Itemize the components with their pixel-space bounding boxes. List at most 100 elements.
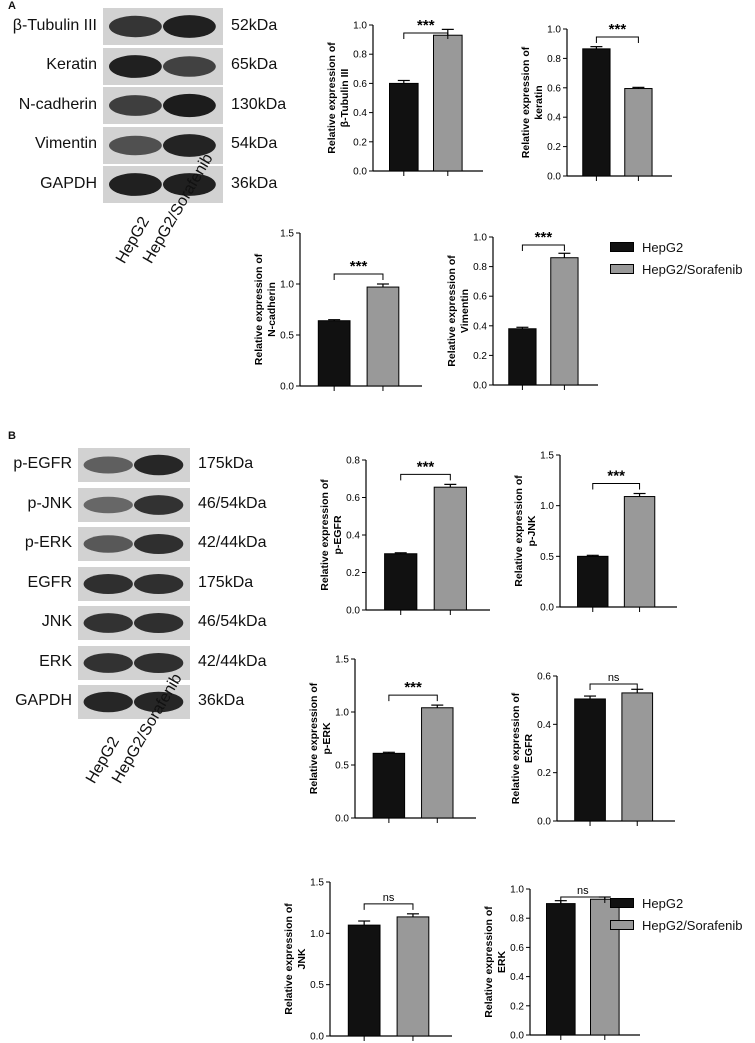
significance-bracket bbox=[400, 473, 451, 481]
y-tick-label: 0.5 bbox=[310, 980, 324, 991]
blot-strip bbox=[103, 8, 223, 45]
blot-protein-label: p-EGFR bbox=[13, 455, 72, 472]
y-tick-label: 0.0 bbox=[353, 167, 367, 178]
blot-band bbox=[134, 652, 184, 673]
blot-band bbox=[134, 533, 184, 555]
legend-swatch-hepg2 bbox=[610, 898, 634, 908]
significance-bracket bbox=[592, 483, 641, 490]
y-axis-label: Relative expression ofp-JNK bbox=[513, 475, 538, 587]
y-tick-label: 0.6 bbox=[473, 292, 487, 303]
y-tick-label: 1.0 bbox=[310, 929, 324, 940]
y-tick-label: 1.0 bbox=[547, 25, 561, 36]
y-tick-label: 0.2 bbox=[346, 568, 360, 579]
y-tick-label: 0.0 bbox=[540, 603, 554, 614]
blot-strip bbox=[103, 166, 223, 203]
bar-chart: 0.0 0.5 1.0 1.5 Relative expression ofN-cadh… bbox=[253, 229, 422, 393]
bar-hepg2 bbox=[389, 82, 419, 172]
bar-sorafenib bbox=[433, 34, 463, 172]
blot-band bbox=[109, 15, 162, 38]
y-tick-label: 0.0 bbox=[310, 1032, 324, 1043]
y-tick-label: 0.4 bbox=[346, 531, 360, 542]
blot-band bbox=[83, 535, 133, 553]
y-tick-label: 0.6 bbox=[547, 83, 561, 94]
bar-hepg2 bbox=[577, 555, 609, 608]
blot-band bbox=[83, 652, 133, 673]
blot-band bbox=[134, 494, 184, 515]
blot-protein-label: p-JNK bbox=[27, 494, 72, 512]
y-tick-label: 0.0 bbox=[335, 814, 349, 825]
y-tick-label: 0.8 bbox=[353, 50, 367, 61]
y-tick-label: 0.5 bbox=[335, 761, 349, 772]
legend-label: HepG2 bbox=[642, 895, 684, 911]
legend-item: HepG2 bbox=[610, 236, 742, 258]
blot-size-label: 175kDa bbox=[198, 455, 254, 472]
y-tick-label: 0.2 bbox=[547, 142, 561, 153]
y-tick-label: 1.5 bbox=[335, 655, 349, 666]
blot-band bbox=[109, 54, 162, 78]
blot-band bbox=[163, 55, 216, 77]
bar-chart: 0.0 0.2 0.4 0.6 0.8 1.0 Relative expression of… bbox=[520, 21, 672, 183]
y-tick-label: 0.0 bbox=[510, 1031, 524, 1042]
blot-band bbox=[83, 496, 133, 513]
blot-protein-label: Vimentin bbox=[35, 135, 97, 152]
y-tick-label: 0.0 bbox=[473, 381, 487, 392]
blot-protein-label: N-cadherin bbox=[18, 95, 97, 113]
blot-strip bbox=[78, 487, 190, 522]
bar-chart: 0.0 0.5 1.0 1.5 Relative expression ofJNK ns bbox=[283, 878, 452, 1043]
y-tick-label: 0.0 bbox=[547, 172, 561, 183]
blot-size-label: 65kDa bbox=[231, 56, 278, 73]
blot-strip bbox=[78, 685, 190, 719]
blot-size-label: 54kDa bbox=[231, 135, 278, 152]
bar-chart: 0.0 0.2 0.4 0.6 0.8 Relative expression ofp-E… bbox=[319, 456, 490, 617]
significance-label: *** bbox=[417, 17, 435, 34]
bar-sorafenib bbox=[621, 692, 654, 822]
blot-band bbox=[163, 133, 216, 157]
blot-band bbox=[163, 15, 216, 38]
bar-hepg2 bbox=[317, 320, 351, 387]
blot-protein-label: p-ERK bbox=[24, 534, 72, 551]
bar-sorafenib bbox=[366, 286, 400, 387]
y-tick-label: 1.0 bbox=[540, 501, 554, 512]
y-tick-label: 0.4 bbox=[353, 108, 367, 119]
y-tick-label: 0.8 bbox=[510, 914, 524, 925]
significance-label: *** bbox=[535, 229, 553, 246]
blot-size-label: 130kDa bbox=[231, 95, 287, 113]
y-tick-label: 0.6 bbox=[353, 79, 367, 90]
bar-sorafenib bbox=[396, 916, 430, 1037]
y-axis-label: Relative expression ofJNK bbox=[283, 903, 308, 1015]
y-axis-label: Relative expression ofN-cadherin bbox=[253, 253, 278, 365]
bar-chart: 0.0 0.5 1.0 1.5 Relative expression ofp-ERK *… bbox=[308, 655, 476, 825]
legend-label: HepG2 bbox=[642, 239, 684, 255]
bar-sorafenib bbox=[433, 486, 467, 611]
y-tick-label: 0.8 bbox=[547, 54, 561, 65]
bar-chart: 0.0 0.2 0.4 0.6 0.8 1.0 Relative expression of… bbox=[326, 17, 483, 178]
y-tick-label: 1.0 bbox=[473, 233, 487, 244]
blot-size-label: 36kDa bbox=[198, 692, 245, 709]
y-tick-label: 0.0 bbox=[280, 382, 294, 393]
y-tick-label: 1.0 bbox=[510, 885, 524, 896]
y-axis-label: Relative expression ofkeratin bbox=[520, 46, 545, 158]
legend-b: HepG2 HepG2/Sorafenib bbox=[610, 892, 742, 936]
y-tick-label: 0.5 bbox=[280, 331, 294, 342]
blot-band bbox=[134, 612, 184, 634]
y-tick-label: 0.2 bbox=[510, 1001, 524, 1012]
legend-item: HepG2/Sorafenib bbox=[610, 258, 742, 280]
bar-hepg2 bbox=[574, 698, 606, 822]
y-tick-label: 0.2 bbox=[353, 137, 367, 148]
legend-swatch-hepg2 bbox=[610, 242, 634, 252]
blot-band bbox=[109, 173, 162, 196]
y-tick-label: 1.5 bbox=[310, 878, 324, 889]
blot-band bbox=[163, 173, 216, 196]
blot-band bbox=[134, 454, 184, 476]
legend-label: HepG2/Sorafenib bbox=[642, 917, 743, 933]
significance-bracket bbox=[333, 273, 384, 280]
blot-protein-label: EGFR bbox=[27, 573, 72, 591]
y-tick-label: 1.0 bbox=[353, 21, 367, 32]
y-tick-label: 0.8 bbox=[473, 262, 487, 273]
significance-bracket bbox=[595, 36, 639, 43]
bar-sorafenib bbox=[421, 707, 454, 819]
bar-chart: 0.0 0.2 0.4 0.6 Relative expression ofEGFR ns bbox=[510, 672, 675, 828]
legend-a: HepG2 HepG2/Sorafenib bbox=[610, 236, 742, 280]
significance-label: *** bbox=[417, 458, 435, 475]
blot-size-label: 36kDa bbox=[231, 174, 278, 192]
